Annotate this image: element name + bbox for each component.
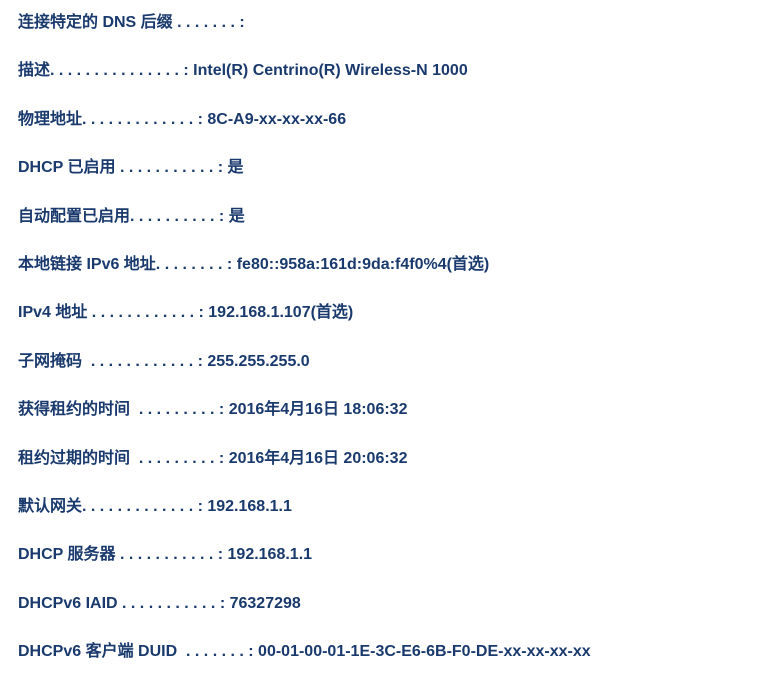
ipconfig-label: 描述. . . . . . . . . . . . . . . : [18, 62, 193, 79]
ipconfig-label: 物理地址. . . . . . . . . . . . . : [18, 111, 207, 128]
ipconfig-row: DHCPv6 客户端 DUID . . . . . . . : 00-01-00… [18, 641, 747, 663]
ipconfig-row: 连接特定的 DNS 后缀 . . . . . . . : [18, 12, 747, 34]
ipconfig-value: 2016年4月16日 20:06:32 [229, 450, 408, 467]
ipconfig-value: 2016年4月16日 18:06:32 [229, 401, 408, 418]
ipconfig-label: 获得租约的时间 . . . . . . . . . : [18, 401, 229, 418]
ipconfig-value: 255.255.255.0 [207, 353, 309, 370]
ipconfig-label: DHCPv6 IAID . . . . . . . . . . . : [18, 595, 230, 612]
ipconfig-value: fe80::958a:161d:9da:f4f0%4(首选) [237, 256, 490, 273]
ipconfig-row: 本地链接 IPv6 地址. . . . . . . . : fe80::958a… [18, 254, 747, 276]
ipconfig-label: DHCP 服务器 . . . . . . . . . . . : [18, 546, 228, 563]
ipconfig-row: 默认网关. . . . . . . . . . . . . : 192.168.… [18, 496, 747, 518]
ipconfig-label: 自动配置已启用. . . . . . . . . . : [18, 208, 229, 225]
ipconfig-label: 默认网关. . . . . . . . . . . . . : [18, 498, 207, 515]
ipconfig-value: 00-01-00-01-1E-3C-E6-6B-F0-DE-xx-xx-xx-x… [258, 643, 591, 660]
ipconfig-label: 租约过期的时间 . . . . . . . . . : [18, 450, 229, 467]
ipconfig-value: 192.168.1.1 [207, 498, 292, 515]
ipconfig-row: 子网掩码 . . . . . . . . . . . . : 255.255.2… [18, 351, 747, 373]
ipconfig-row: DHCP 已启用 . . . . . . . . . . . : 是 [18, 157, 747, 179]
ipconfig-value: 76327298 [230, 595, 301, 612]
ipconfig-label: 子网掩码 . . . . . . . . . . . . : [18, 353, 207, 370]
ipconfig-row: DHCPv6 IAID . . . . . . . . . . . : 7632… [18, 593, 747, 615]
ipconfig-row: IPv4 地址 . . . . . . . . . . . . : 192.16… [18, 302, 747, 324]
ipconfig-output: 连接特定的 DNS 后缀 . . . . . . . : 描述. . . . . … [18, 12, 747, 663]
ipconfig-row: 获得租约的时间 . . . . . . . . . : 2016年4月16日 1… [18, 399, 747, 421]
ipconfig-row: 描述. . . . . . . . . . . . . . . : Intel(… [18, 60, 747, 82]
ipconfig-row: DHCP 服务器 . . . . . . . . . . . : 192.168… [18, 544, 747, 566]
ipconfig-value: 192.168.1.107(首选) [208, 304, 353, 321]
ipconfig-row: 租约过期的时间 . . . . . . . . . : 2016年4月16日 2… [18, 448, 747, 470]
ipconfig-value: 192.168.1.1 [228, 546, 313, 563]
ipconfig-label: DHCPv6 客户端 DUID . . . . . . . : [18, 643, 258, 660]
ipconfig-value: Intel(R) Centrino(R) Wireless-N 1000 [193, 62, 468, 79]
ipconfig-label: IPv4 地址 . . . . . . . . . . . . : [18, 304, 208, 321]
ipconfig-value: 是 [229, 208, 245, 225]
ipconfig-label: 连接特定的 DNS 后缀 . . . . . . . : [18, 14, 245, 31]
ipconfig-row: 物理地址. . . . . . . . . . . . . : 8C-A9-xx… [18, 109, 747, 131]
ipconfig-row: 自动配置已启用. . . . . . . . . . : 是 [18, 206, 747, 228]
ipconfig-label: DHCP 已启用 . . . . . . . . . . . : [18, 159, 228, 176]
ipconfig-value: 8C-A9-xx-xx-xx-66 [207, 111, 346, 128]
ipconfig-value: 是 [228, 159, 244, 176]
ipconfig-label: 本地链接 IPv6 地址. . . . . . . . : [18, 256, 237, 273]
